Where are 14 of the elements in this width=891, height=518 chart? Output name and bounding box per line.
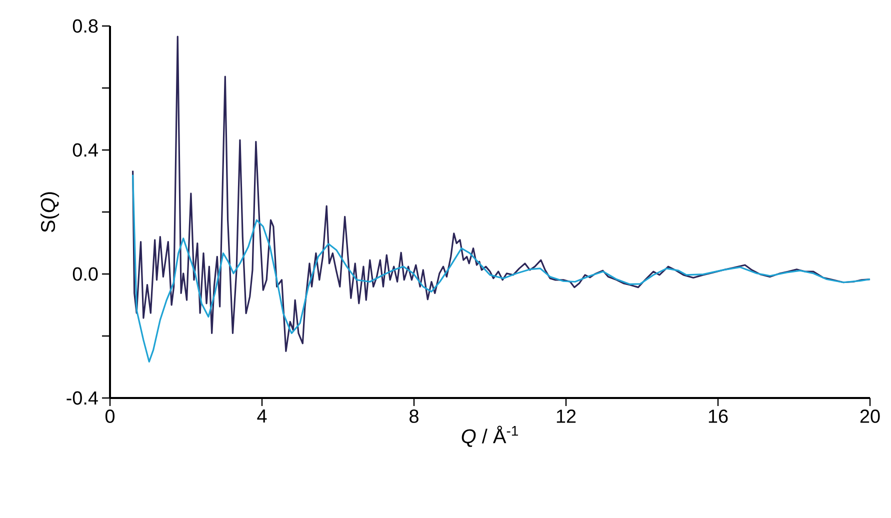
x-tick-label: 12: [556, 410, 576, 423]
x-axis-title: Q / Å$^{-1}$: [462, 426, 518, 447]
x-tick-label: 4: [257, 410, 267, 423]
y-tick-label: 0.8: [72, 19, 98, 33]
x-tick-label: 0: [105, 410, 115, 423]
y-tick-label: 0.4: [72, 143, 98, 157]
x-tick-label: 16: [708, 410, 728, 423]
y-tick-label: 0.0: [72, 267, 98, 281]
y-tick-label: -0.4: [66, 391, 98, 405]
x-tick-label: 20: [860, 410, 880, 423]
y-axis-title: S(Q): [40, 192, 60, 232]
line-series: [132, 174, 871, 363]
line-series: [132, 36, 871, 352]
x-tick-label: 8: [410, 410, 418, 423]
